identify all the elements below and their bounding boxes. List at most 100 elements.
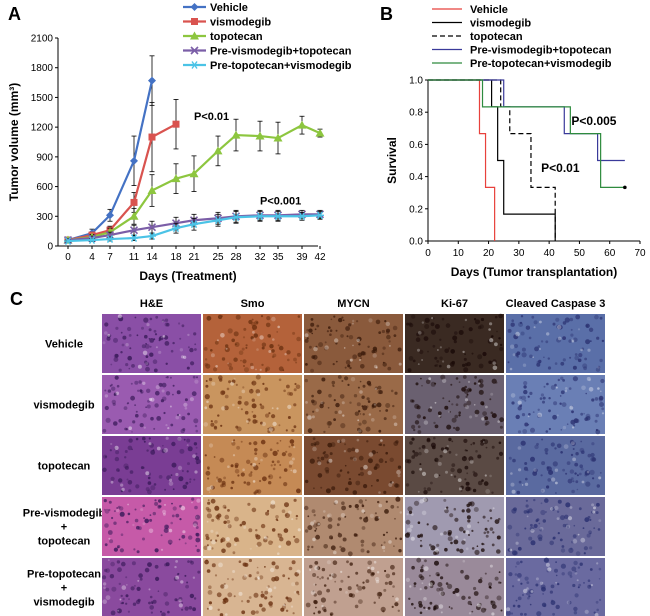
tile-cell [552,612,555,616]
tile-cell [411,437,415,441]
tile-cell [224,346,230,353]
tile-highlight [572,457,576,462]
tile-highlight [368,318,373,323]
tile-cell [356,507,360,511]
tile-cell [277,344,280,347]
tile-highlight [287,510,292,515]
tile-cell [496,549,501,554]
tile-cell [556,443,562,449]
tile-cell [478,363,484,369]
tile-cell [138,526,142,531]
tile-cell [228,380,232,384]
tile-cell [340,579,344,583]
tile-cell [285,429,288,432]
tile-cell [241,610,246,615]
tile-cell [477,325,482,330]
tile-cell [208,377,213,382]
tile-cell [565,502,571,508]
tile-cell [410,399,414,403]
tile-cell [141,344,146,349]
a-data-point [88,236,96,244]
tumor-volume-legend: VehiclevismodegibtopotecanPre-vismodegib… [183,2,352,72]
tile-highlight [312,446,317,452]
row-label-line: vismodegib [33,597,94,609]
tile-highlight [369,513,374,519]
tile-cell [213,367,218,372]
tile-highlight [128,426,132,431]
tile-cell [291,428,295,433]
tile-cell [317,473,323,478]
tile-cell [125,576,128,579]
tile-highlight [591,503,595,507]
tile-cell [246,481,251,486]
tile-cell [508,456,512,460]
tile-cell [416,557,422,563]
tile-cell [244,367,249,373]
a-legend-label: topotecan [210,31,263,43]
tile-cell [463,367,469,373]
tile-cell [598,578,601,580]
tile-cell [330,613,333,616]
histology-tile [506,375,605,435]
tile-highlight [165,436,169,440]
a-legend-label: vismodegib [210,17,271,29]
tile-cell [499,343,503,347]
tile-cell [194,505,198,510]
tile-cell [195,446,198,449]
tile-cell [172,384,175,387]
tile-highlight [539,527,544,531]
tile-cell [498,451,504,456]
tile-cell [191,497,195,501]
tile-cell [392,325,398,331]
tile-cell [478,389,484,395]
tile-highlight [155,385,160,390]
tile-highlight [385,321,390,327]
tile-cell [585,416,591,421]
tile-cell [574,353,578,356]
a-x-tick-label: 11 [129,252,140,263]
tile-cell [245,344,248,347]
tile-cell [409,323,414,328]
tile-cell [491,445,495,449]
tile-highlight [571,441,575,446]
tile-cell [187,412,191,416]
tile-cell [293,357,297,362]
tile-cell [334,410,338,414]
tile-highlight [510,393,516,398]
tile-cell [291,560,296,565]
tile-cell [164,524,169,530]
tile-cell [480,607,486,613]
tile-cell [480,548,485,552]
tile-highlight [342,414,345,417]
tile-cell [489,509,492,512]
tile-highlight [488,328,491,331]
tile-cell [204,394,210,400]
tile-cell [561,545,565,548]
tile-cell [119,506,124,511]
tile-highlight [257,576,260,580]
tile-cell [155,576,160,582]
tile-cell [263,538,268,543]
tile-cell [595,600,599,604]
tile-highlight [186,444,189,447]
tile-highlight [162,512,166,516]
tile-highlight [489,322,493,326]
tile-highlight [102,341,106,345]
tile-highlight [182,355,187,359]
tile-cell [124,450,128,453]
tile-cell [172,506,177,511]
tile-highlight [576,579,579,582]
tile-cell [376,479,379,482]
tile-highlight [177,436,182,441]
survival-axes: 0.00.20.40.60.81.00 10 20 30 40 50 60 70 [409,76,646,260]
tile-cell [528,536,533,541]
row-label-line: Pre-vismodegib [23,508,106,520]
tile-highlight [484,474,487,477]
tile-cell [271,541,274,543]
tile-highlight [355,589,359,593]
tile-highlight [148,442,152,446]
tile-cell [243,327,247,331]
tile-highlight [429,406,433,409]
tile-cell [411,602,414,606]
tile-cell [165,391,171,396]
